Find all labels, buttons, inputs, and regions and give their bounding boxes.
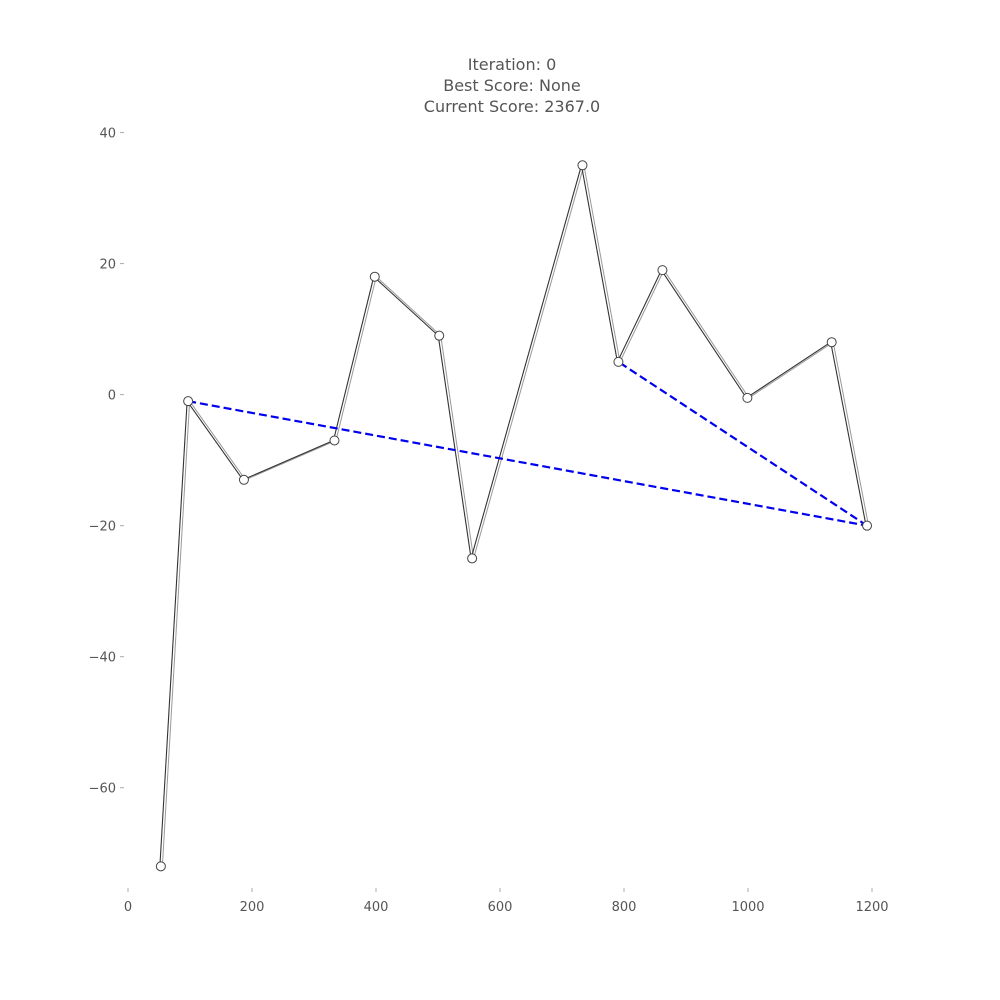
city-node [742,392,753,403]
x-tick-label: 1000 [731,900,764,915]
city-node [183,396,194,407]
y-tick-label: −40 [89,651,116,666]
tour-edge-shadow [161,401,191,867]
tour-edge [470,165,582,559]
tour-edge-shadow [440,335,475,559]
x-tick-label: 1200 [855,900,888,915]
y-tick-label: −60 [89,782,116,797]
tour-edge [159,401,188,867]
title-line-1: Iteration: 0 [468,55,557,74]
city-node [238,474,249,485]
x-tick-label: 200 [240,900,265,915]
tour-edge-shadow [583,165,621,362]
tour-edge [437,335,472,559]
tour-edge-shadow [748,341,834,399]
tour-edge-shadow [245,440,337,481]
tour-edge [580,165,618,362]
city-node [329,435,340,446]
title-line-2: Best Score: None [443,76,581,95]
city-node [826,337,837,348]
y-tick-label: 0 [108,389,116,404]
tour-edge-shadow [619,269,665,363]
city-node [155,861,166,872]
tour-edge [242,439,334,481]
tour-edge-shadow [189,400,246,481]
city-node [657,265,668,276]
tour-edge [186,400,244,481]
chart-title: Iteration: 0 Best Score: None Current Scor… [424,55,600,116]
tour-edge [616,269,662,363]
tour-edge [332,276,375,441]
city-node [862,520,873,531]
tour-edge [373,276,439,337]
tour-edge-shadow [473,165,585,559]
tour-edge-shadow [832,342,870,526]
x-tick-label: 0 [124,900,132,915]
y-tick-label: 40 [99,127,116,142]
tour-edge-shadow [375,276,442,337]
x-tick-label: 600 [488,900,513,915]
y-tick-label: −20 [89,520,116,535]
city-node [434,330,445,341]
city-node [369,271,380,282]
plot-area [155,160,873,872]
city-node [467,553,478,564]
swap-edge [617,360,868,527]
city-node [613,356,624,367]
tour-edge [830,342,867,526]
x-axis: 0 200 400 600 800 1000 1200 [124,888,889,915]
title-line-3: Current Score: 2367.0 [424,97,600,116]
tour-edge-shadow [663,269,750,399]
tour-edge-shadow [335,276,377,441]
x-tick-label: 800 [612,900,637,915]
y-axis: 40 20 0 −20 −40 −60 [89,127,124,797]
y-tick-label: 20 [99,258,116,273]
tour-edge [660,269,747,399]
swap-edge [187,400,868,527]
tour-edge [746,341,832,399]
city-node [577,160,588,171]
x-tick-label: 400 [364,900,389,915]
